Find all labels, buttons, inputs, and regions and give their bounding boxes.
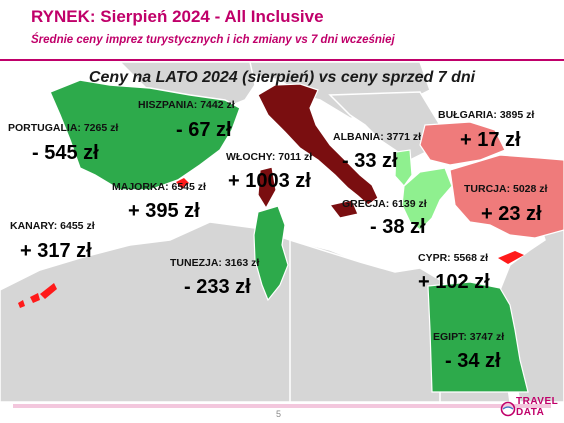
region-albania [394,149,413,187]
change-majorka: + 395 zł [128,200,200,222]
header: RYNEK: Sierpień 2024 - All Inclusive Śre… [0,0,564,62]
region-tunisia [253,205,289,302]
label-bulgaria: BUŁGARIA: 3895 zł [438,109,535,121]
region-cyprus [498,251,524,264]
label-albania: ALBANIA: 3771 zł [333,131,422,143]
region-canary-islands [18,283,57,308]
label-cypr: CYPR: 5568 zł [418,252,489,264]
logo-line1: TRAVEL [516,396,559,407]
label-hiszpania: HISZPANIA: 7442 zł [138,99,235,111]
label-kanary: KANARY: 6455 zł [10,220,95,232]
label-grecja: GRECJA: 6139 zł [342,198,427,210]
footer-divider [13,404,551,408]
region-egypt [427,281,529,393]
region-sardinia [257,166,277,210]
change-tunezja: - 233 zł [184,276,251,298]
page-subtitle: Średnie ceny imprez turystycznych i ich … [31,34,395,46]
change-cypr: + 102 zł [418,271,490,293]
region-majorka [176,178,189,189]
label-wlochy: WŁOCHY: 7011 zł [226,151,313,163]
map-heading: Ceny na LATO 2024 (sierpień) vs ceny spr… [88,69,476,86]
label-egipt: EGIPT: 3747 zł [433,331,505,343]
mediterranean-map [0,62,564,402]
travel-data-logo: TRAVEL DATA [500,395,564,423]
region-bulgaria [419,121,506,166]
region-greece [401,167,453,231]
change-portugalia: - 545 zł [32,142,99,164]
page-number: 5 [276,409,282,419]
region-italy [257,83,379,206]
region-turkey [449,154,564,239]
logo-line2: DATA [516,407,545,418]
change-turcja: + 23 zł [481,203,542,225]
label-tunezja: TUNEZJA: 3163 zł [170,257,260,269]
label-portugalia: PORTUGALIA: 7265 zł [8,122,119,134]
label-majorka: MAJORKA: 6545 zł [112,181,206,193]
land-libya [289,238,441,402]
page-title: RYNEK: Sierpień 2024 - All Inclusive [31,7,324,26]
region-iberia [49,79,241,191]
change-bulgaria: + 17 zł [460,129,521,151]
region-sicily [328,199,359,219]
logo-globe-icon [500,401,516,417]
change-egipt: - 34 zł [445,350,501,372]
change-hiszpania: - 67 zł [176,119,232,141]
change-kanary: + 317 zł [20,240,92,262]
header-divider [0,59,564,61]
change-albania: - 33 zł [342,150,398,172]
label-turcja: TURCJA: 5028 zł [464,183,548,195]
change-grecja: - 38 zł [370,216,426,238]
map [0,62,564,402]
change-wlochy: + 1003 zł [228,170,311,192]
